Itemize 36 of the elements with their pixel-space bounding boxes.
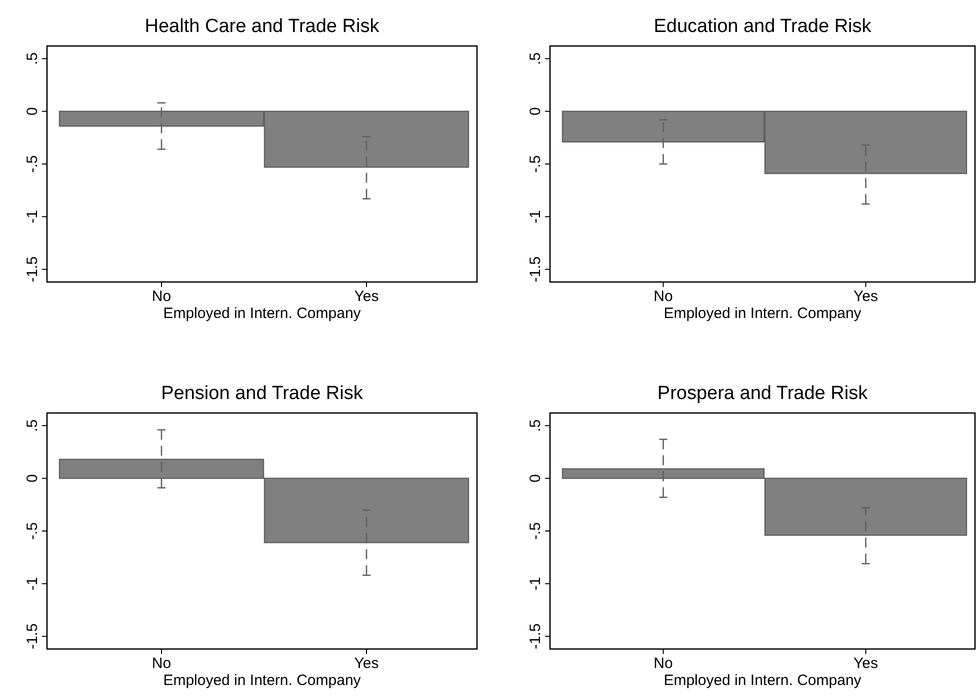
y-tick-label: 0 — [24, 107, 41, 116]
x-axis-title: Employed in Intern. Company — [664, 305, 862, 322]
y-tick-label: .5 — [24, 52, 41, 65]
y-tick-label: -.5 — [24, 155, 41, 173]
x-axis-title: Employed in Intern. Company — [163, 672, 362, 689]
x-tick-label: No — [654, 288, 673, 305]
x-tick-label: Yes — [854, 288, 878, 305]
y-tick-label: 0 — [527, 474, 544, 482]
y-tick-label: 0 — [527, 107, 544, 116]
chart-title: Pension and Trade Risk — [161, 383, 364, 404]
x-tick-label: No — [152, 655, 172, 672]
y-tick-label: -.5 — [527, 522, 544, 540]
chart-title: Education and Trade Risk — [654, 16, 872, 37]
y-tick-label: -.5 — [527, 155, 544, 173]
x-tick-label: Yes — [354, 288, 379, 305]
y-tick-label: .5 — [527, 52, 544, 65]
x-tick-label: No — [152, 288, 172, 305]
x-tick-label: Yes — [854, 655, 878, 672]
y-tick-label: -1.5 — [24, 256, 41, 282]
x-tick-label: No — [654, 655, 673, 672]
y-tick-label: -1 — [24, 210, 41, 224]
y-tick-label: -1.5 — [527, 623, 544, 650]
y-tick-label: .5 — [24, 419, 41, 432]
x-axis-title: Employed in Intern. Company — [163, 305, 362, 322]
y-tick-label: -1 — [527, 577, 544, 590]
y-tick-label: -1 — [527, 210, 544, 224]
chart-title: Health Care and Trade Risk — [144, 16, 380, 37]
y-tick-label: -.5 — [24, 522, 41, 540]
y-tick-label: -1.5 — [24, 623, 41, 650]
y-tick-label: -1 — [24, 577, 41, 590]
y-tick-label: -1.5 — [527, 256, 544, 282]
chart-title: Prospera and Trade Risk — [657, 383, 868, 404]
y-tick-label: 0 — [24, 474, 41, 482]
x-axis-title: Employed in Intern. Company — [664, 672, 862, 689]
y-tick-label: .5 — [527, 419, 544, 432]
x-tick-label: Yes — [354, 655, 379, 672]
